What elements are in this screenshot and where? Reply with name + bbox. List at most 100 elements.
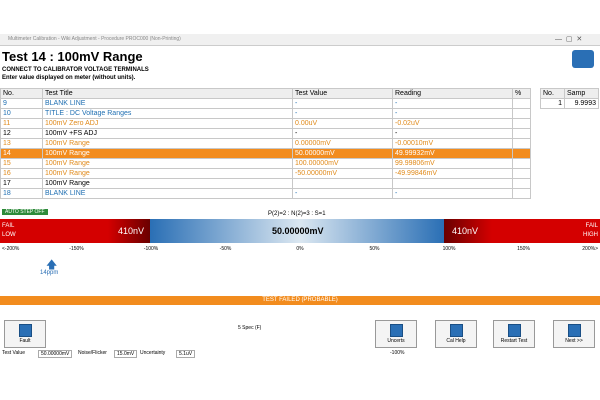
table-row[interactable]: 9 BLANK LINE - - [0,98,531,109]
fail-high-1: FAIL [585,223,598,229]
cell [512,178,531,189]
table-row[interactable]: 14 100mV Range 50.00000mV 49.99932mV [0,148,531,159]
scale-label: <-200% [2,246,20,252]
fault-button[interactable]: Fault [4,320,46,348]
cell [512,108,531,119]
cell: - [292,108,393,119]
cell [512,98,531,109]
cell: 100mV Range [42,148,293,159]
status-label: Uncertainty [140,350,166,356]
cell: 0.00uV [292,118,393,129]
cell: 1 [540,98,565,109]
cell: - [392,98,513,109]
help-button[interactable]: Cal Help [435,320,477,348]
status-value: 50.00000mV [38,350,73,358]
table-row[interactable]: 10 TITLE : DC Voltage Ranges - - [0,108,531,119]
auto-step[interactable]: AUTO STEP OFF [2,209,48,215]
cell: 9.9993 [564,98,599,109]
cell [512,188,531,199]
cell: 49.99932mV [392,148,513,159]
cell: BLANK LINE [42,98,293,109]
cell: - [392,188,513,199]
cell [512,118,531,129]
sample-table: No. Samp 1 9.9993 [540,88,599,109]
button-label: Restart Test [500,338,528,344]
title-bar [0,34,600,46]
low-limit: 410nV [118,226,145,236]
restart-button[interactable]: Restart Test [493,320,535,348]
cell: -50.00000mV [292,168,393,179]
status-deviation: -100% [390,350,405,356]
button-label: Cal Help [446,338,466,344]
scale-label: 150% [517,246,530,252]
marker-label: 14ppm [40,270,59,276]
cell: 100mV Range [42,158,293,169]
logo [572,50,594,68]
table-row[interactable]: 11 100mV Zero ADJ 0.00uV -0.02uV [0,118,531,129]
table-row: 1 9.9993 [540,98,599,109]
cell [392,178,513,189]
fail-high-2: HIGH [583,232,598,238]
table-row[interactable]: 17 100mV Range [0,178,531,189]
table-row[interactable]: 13 100mV Range 0.00000mV -0.00010mV [0,138,531,149]
cell: 100mV Zero ADJ [42,118,293,129]
table-row[interactable]: 16 100mV Range -50.00000mV -49.99846mV [0,168,531,179]
next-button[interactable]: Next >> [553,320,595,348]
cell: 14 [0,148,43,159]
scale-label: -100% [143,246,159,252]
button-label: Next >> [565,338,583,344]
cell: 13 [0,138,43,149]
instruction: CONNECT TO CALIBRATOR VOLTAGE TERMINALS [2,67,149,73]
cell: 50.00000mV [292,148,393,159]
cell: 99.99806mV [392,158,513,169]
cell: TITLE : DC Voltage Ranges [42,108,293,119]
scale-label: 50% [369,246,380,252]
cell: - [292,188,393,199]
test-table: No. Test Title Test Value Reading% 9 BLANK LI… [0,88,531,199]
prompt: Enter value displayed on meter (without … [2,75,136,81]
cell: -49.99846mV [392,168,513,179]
fail-low: FAIL LOW [2,222,16,240]
stats: P(2)=2 : N(2)=3 : S=1 [268,211,326,217]
window-controls[interactable]: — ▢ ✕ [555,36,583,43]
column-header: Samp [564,88,599,99]
cell: 11 [0,118,43,129]
table-row[interactable]: 15 100mV Range 100.00000mV 99.99806mV [0,158,531,169]
table-row[interactable]: 18 BLANK LINE - - [0,188,531,199]
column-header: Reading [392,88,513,99]
status-label: Noise/Flicker [78,350,107,356]
cell: 16 [0,168,43,179]
scale-label: 200%> [582,246,598,252]
cell: 9 [0,98,43,109]
cell [292,178,393,189]
cell: 12 [0,128,43,139]
column-header: % [512,88,531,99]
cell: -0.02uV [392,118,513,129]
column-header: Test Title [42,88,293,99]
cell: 100mV +FS ADJ [42,128,293,139]
column-header: No. [0,88,43,99]
window-title: Multimeter Calibration - Wiki Adjustment… [8,36,181,42]
cell: 15 [0,158,43,169]
uncerts-button[interactable]: Uncerts [375,320,417,348]
button-label: Uncerts [387,338,405,344]
cell: 100mV Range [42,178,293,189]
cell [512,128,531,139]
spec-button[interactable]: 5 Spec (F) [238,325,262,331]
marker-arrow: 🡅 [46,259,58,271]
scale-label: -50% [219,246,232,252]
cell: BLANK LINE [42,188,293,199]
cell: - [392,128,513,139]
fail-low-1: FAIL [2,223,15,229]
table-row[interactable]: 12 100mV +FS ADJ - - [0,128,531,139]
cell: 18 [0,188,43,199]
button-label: Fault [19,338,31,344]
column-header: Test Value [292,88,393,99]
status-value[interactable]: 15.0mV [114,350,138,358]
cell: - [292,128,393,139]
test-title: Test 14 : 100mV Range [2,49,143,64]
cell: - [392,108,513,119]
scale-label: 100% [442,246,456,252]
cell: -0.00010mV [392,138,513,149]
